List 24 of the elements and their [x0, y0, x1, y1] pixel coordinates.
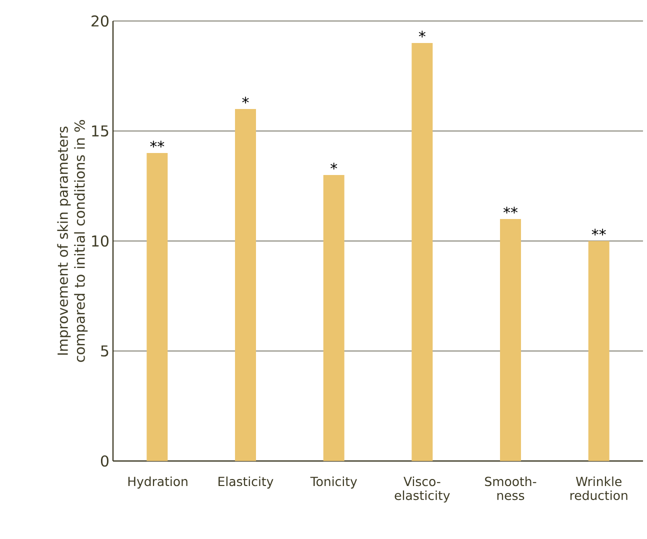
- x-tick-label: Hydration: [128, 476, 188, 489]
- annotation: **: [503, 206, 518, 214]
- bar: [235, 108, 256, 461]
- x-tick-label: Tonicity: [310, 476, 357, 489]
- x-tick-label: Smooth- ness: [485, 476, 536, 500]
- bar: [146, 152, 168, 461]
- annotation: *: [330, 162, 338, 170]
- bar: [323, 175, 344, 461]
- y-tick-label: 5: [101, 345, 108, 357]
- bar: [412, 42, 433, 461]
- x-tick-label: Elasticity: [218, 476, 274, 489]
- bar: [500, 219, 522, 461]
- x-tick-label: Wrinkle reduction: [570, 476, 628, 500]
- y-tick-label: 0: [100, 455, 108, 467]
- y-axis-title: Improvement of skin parameters compared to initial conditions in %: [57, 120, 88, 362]
- annotation: *: [242, 96, 249, 104]
- y-tick-label: 10: [92, 235, 108, 247]
- annotation: **: [150, 140, 164, 148]
- annotation: *: [418, 30, 426, 38]
- bar: [588, 241, 610, 461]
- annotation: **: [592, 228, 606, 236]
- x-tick-label: Visco- elasticity: [394, 476, 450, 503]
- y-tick-label: 15: [92, 125, 108, 137]
- y-tick-label: 20: [92, 15, 108, 27]
